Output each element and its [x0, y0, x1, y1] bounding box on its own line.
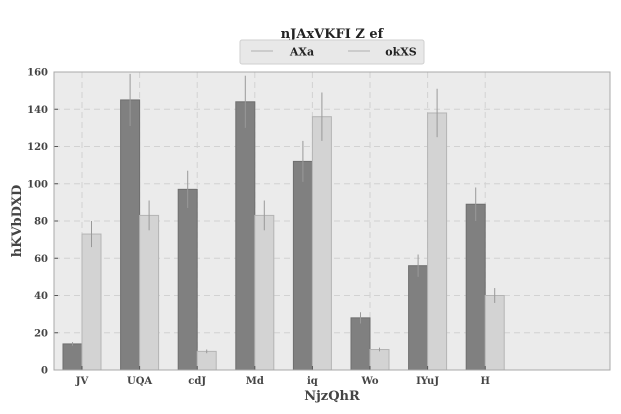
x-tick-label: iq [307, 376, 318, 387]
y-tick-label: 120 [27, 142, 48, 153]
bar-okXS-cdJ [196, 350, 217, 371]
legend: AXa okXS [239, 39, 425, 65]
bar-okXS-JV [81, 233, 102, 371]
bars [62, 73, 505, 371]
x-tick-label: Wo [360, 376, 378, 387]
bar-okXS-IYuJ [427, 112, 448, 371]
y-tick-label: 80 [34, 217, 48, 228]
bar-AXa-Wo [350, 317, 371, 371]
bar-okXS-Md [254, 214, 275, 371]
y-tick-label: 20 [34, 328, 48, 339]
x-tick-label: cdJ [188, 376, 206, 387]
x-tick-label: JV [75, 376, 89, 387]
bar-AXa-cdJ [177, 188, 198, 371]
x-axis-label: NjzQhR [304, 389, 360, 404]
y-tick-label: 40 [34, 291, 48, 302]
x-tick-label: H [480, 376, 489, 387]
bar-okXS-H [484, 295, 505, 371]
bar-AXa-JV [62, 343, 83, 371]
y-tick-label: 0 [41, 366, 48, 377]
bar-okXS-UQA [139, 214, 160, 371]
bar-okXS-Wo [369, 349, 390, 371]
legend-box [239, 39, 425, 65]
chart-title: nJAxVKFI Z ef [281, 27, 385, 42]
x-tick-label: IYuJ [416, 376, 439, 387]
y-tick-label: 140 [27, 105, 48, 116]
y-tick-label: 160 [27, 68, 48, 79]
axes: 0 20 40 60 80 100 120 140 160 JV UQA cdJ Md iq Wo IYuJ H [27, 68, 611, 387]
bar-AXa-UQA [120, 99, 141, 371]
legend-label-AXa: AXa [289, 46, 314, 59]
bar-AXa-IYuJ [408, 265, 429, 371]
bar-AXa-Md [235, 101, 256, 371]
y-axis-label: hKVbDXD [10, 185, 25, 258]
y-tick-label: 60 [34, 254, 48, 265]
x-tick-label: Md [246, 376, 264, 387]
bar-okXS-iq [311, 116, 332, 371]
x-tick-label: UQA [127, 376, 152, 387]
plot-frame [53, 71, 611, 371]
bar-AXa-H [465, 203, 486, 371]
bar-AXa-iq [292, 160, 313, 371]
legend-label-okXS: okXS [385, 46, 416, 59]
y-tick-label: 100 [27, 179, 48, 190]
